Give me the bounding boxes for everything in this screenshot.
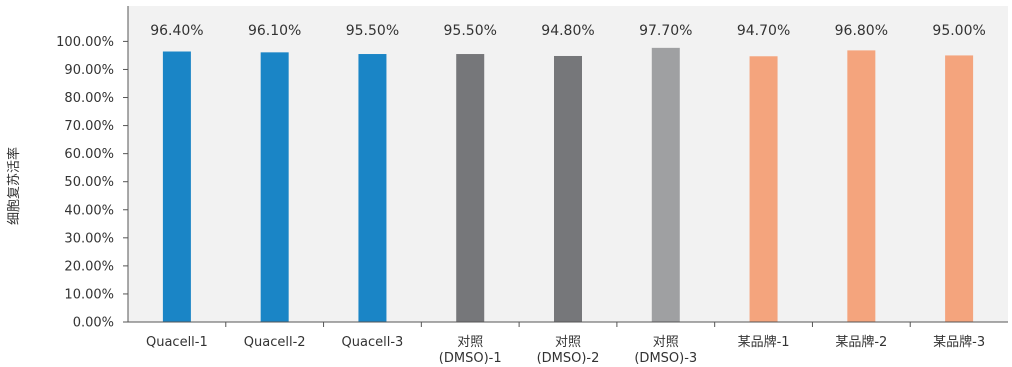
x-category-label: 对照 <box>457 335 483 350</box>
bar-data-label: 95.00% <box>932 23 985 39</box>
bar <box>358 54 387 322</box>
bar-data-label: 97.70% <box>639 23 692 39</box>
x-category-label: (DMSO)-2 <box>537 351 600 366</box>
bar <box>162 51 191 323</box>
bar <box>749 56 778 323</box>
bar-data-label: 95.50% <box>444 23 497 39</box>
bar-data-label: 95.50% <box>346 23 399 39</box>
bar-data-label: 96.40% <box>150 23 203 39</box>
y-tick-label: 80.00% <box>64 91 114 106</box>
x-category-label: Quacell-3 <box>342 335 404 350</box>
y-tick-label: 100.00% <box>56 35 114 50</box>
y-tick-label: 40.00% <box>64 203 114 218</box>
bars-group <box>162 47 974 323</box>
x-category-label: 对照 <box>653 335 679 350</box>
bar-data-label: 94.70% <box>737 23 790 39</box>
y-tick-label: 0.00% <box>73 316 114 331</box>
y-axis-label: 细胞复苏活率 <box>6 147 22 225</box>
y-tick-label: 60.00% <box>64 147 114 162</box>
bar-data-label: 94.80% <box>541 23 594 39</box>
x-ticks-group: Quacell-1 Quacell-2 Quacell-3 对照(DMSO)-1对照(… <box>146 322 985 366</box>
y-tick-label: 30.00% <box>64 231 114 246</box>
bar <box>260 52 289 323</box>
x-category-label: (DMSO)-3 <box>634 351 697 366</box>
x-category-label: 某品牌-1 <box>738 334 790 350</box>
x-category-label: 对照 <box>555 335 581 350</box>
bar <box>554 55 582 322</box>
bar-data-label: 96.10% <box>248 23 301 39</box>
x-category-label: (DMSO)-1 <box>439 351 502 366</box>
bar-data-label: 96.80% <box>835 23 888 39</box>
y-tick-label: 50.00% <box>64 175 114 190</box>
data-labels-group: 96.40% 96.10% 95.50% 95.50% 94.80% 97.70% 94.7… <box>150 23 986 39</box>
y-tick-label: 10.00% <box>64 287 114 302</box>
bar <box>651 47 680 323</box>
x-category-label: 某品牌-2 <box>835 334 887 350</box>
bar <box>945 55 974 323</box>
y-tick-label: 90.00% <box>64 63 114 78</box>
x-category-label: Quacell-2 <box>244 335 306 350</box>
y-tick-label: 20.00% <box>64 259 114 274</box>
x-category-label: Quacell-1 <box>146 335 208 350</box>
x-category-label: 某品牌-3 <box>933 334 985 350</box>
bar <box>456 54 485 322</box>
bar <box>847 50 876 322</box>
y-tick-label: 70.00% <box>64 119 114 134</box>
y-ticks-group: 0.00% 10.00% 20.00% 30.00% 40.00% 50.00% 60.00… <box>56 35 128 331</box>
